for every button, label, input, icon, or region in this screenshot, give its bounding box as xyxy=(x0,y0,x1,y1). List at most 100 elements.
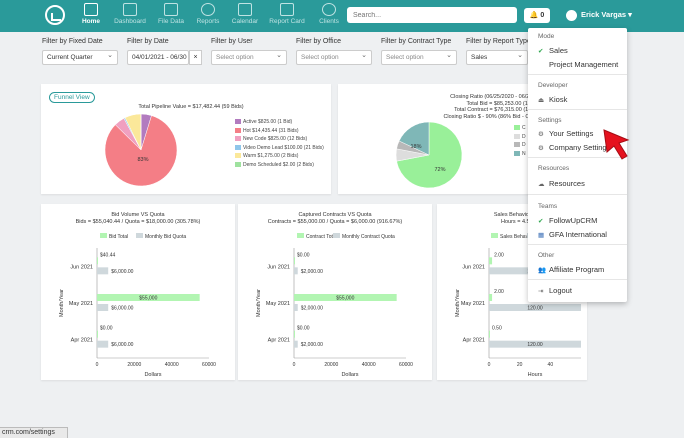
chart-title-line: Total Bid = $85,253.00 (136 Bids) xyxy=(466,100,549,107)
closing-ratio-card: Closing Ratio (06/25/2020 - 06/25/2021) T… xyxy=(338,84,548,194)
filter-contract-label: Filter by Contract Type xyxy=(381,38,452,45)
legend-swatch xyxy=(235,161,241,167)
menu-item-label: Project Management xyxy=(549,60,619,69)
legend-label: D xyxy=(522,133,526,140)
menu-item-logout[interactable]: ⇥ Logout xyxy=(538,286,572,295)
avatar xyxy=(566,9,577,21)
chart-title: Closing Ratio (06/25/2020 - 06/25/2021) T… xyxy=(398,94,548,120)
legend-swatch xyxy=(100,233,107,238)
menu-item-resources[interactable]: ☁ Resources xyxy=(538,179,585,188)
nav-label: File Data xyxy=(157,18,184,25)
x-tick-label: 60000 xyxy=(202,362,216,368)
legend-label: N xyxy=(522,150,526,157)
bar-label: $0.00 xyxy=(100,326,113,332)
legend-label: D xyxy=(522,142,526,148)
menu-item-affiliate-program[interactable]: 👥 Affiliate Program xyxy=(538,265,604,274)
pie-slice-label: 83% xyxy=(137,157,148,163)
bar-label: 2.00 xyxy=(494,289,504,295)
chart-title-line: Closing Ratio (06/25/2020 - 06/25/2021) xyxy=(450,94,548,100)
legend-item[interactable]: C xyxy=(514,124,526,133)
x-tick-label: 0 xyxy=(96,362,99,368)
pipeline-pie-chart: 83% xyxy=(105,114,177,186)
filter-user-select[interactable]: Select option xyxy=(211,50,287,65)
filter-fixed-date-select[interactable]: Current Quarter xyxy=(42,50,118,65)
filter-date-input[interactable]: 04/01/2021 - 06/30 xyxy=(127,50,189,65)
menu-item-kiosk[interactable]: ⏏ Kiosk xyxy=(538,95,567,104)
funnel-view-toggle[interactable]: Funnel View xyxy=(49,92,95,103)
chart-title: Bid Volume VS Quota xyxy=(111,212,165,218)
users-icon: 👥 xyxy=(538,267,547,274)
dashboard-icon xyxy=(123,3,137,16)
menu-item-followupcrm[interactable]: ✔ FollowUpCRM xyxy=(538,216,597,225)
legend-item[interactable]: Warm $1,275.00 (2 Bids) xyxy=(235,152,324,161)
menu-item-company-settings[interactable]: ⚙ Company Settings xyxy=(538,143,610,152)
bar xyxy=(97,294,200,301)
nav-clients[interactable]: Clients xyxy=(310,3,348,25)
bar xyxy=(294,257,295,265)
menu-item-gfa-international[interactable]: ▦ GFA International xyxy=(538,230,607,239)
filter-contract-select[interactable]: Select option xyxy=(381,50,457,65)
y-tick-label: May 2021 xyxy=(461,301,485,307)
filter-report-select[interactable]: Sales xyxy=(466,50,528,65)
menu-item-label: FollowUpCRM xyxy=(549,216,598,225)
menu-section-other: Other xyxy=(538,252,555,259)
red-arrow-cursor-icon xyxy=(603,129,630,160)
menu-item-label: Kiosk xyxy=(549,95,568,104)
menu-item-sales[interactable]: ✔ Sales xyxy=(538,46,568,55)
legend-label: Demo Scheduled $2.00 (2 Bids) xyxy=(243,161,314,168)
check-icon: ✔ xyxy=(538,218,544,225)
nav-reports[interactable]: Reports xyxy=(189,3,227,25)
legend-item[interactable]: Video Demo Lead $100.00 (21 Bids) xyxy=(235,144,324,153)
chart-title-line: Closing Ratio $ - 90% (86% Bid - Contrac… xyxy=(443,113,548,120)
bar xyxy=(489,340,581,348)
clear-date-button[interactable]: × xyxy=(189,50,202,65)
user-menu-toggle[interactable]: Erick Vargas ▾ xyxy=(566,7,632,23)
menu-item-label: Resources xyxy=(549,179,585,188)
bar-label: $2,000.00 xyxy=(301,306,323,312)
app-logo[interactable] xyxy=(45,5,65,25)
legend-item[interactable]: D xyxy=(514,141,526,150)
bar xyxy=(489,257,493,265)
legend-item[interactable]: Active $825.00 (1 Bid) xyxy=(235,118,324,127)
legend-swatch xyxy=(514,142,520,148)
menu-item-label: Your Settings xyxy=(549,129,594,138)
kiosk-icon: ⏏ xyxy=(538,97,545,104)
menu-section-resources: Resources xyxy=(538,165,570,172)
menu-item-project-management[interactable]: Project Management xyxy=(549,60,618,69)
nav-label: Clients xyxy=(319,18,339,25)
nav-home[interactable]: Home xyxy=(72,3,110,25)
notifications-button[interactable]: 🔔 0 xyxy=(524,8,550,23)
y-tick-label: Jun 2021 xyxy=(267,264,290,270)
nav-dashboard[interactable]: Dashboard xyxy=(111,3,149,25)
nav-report-card[interactable]: Report Card xyxy=(268,3,306,25)
bar xyxy=(294,340,298,348)
menu-section-settings: Settings xyxy=(538,117,562,124)
folder-icon xyxy=(164,3,178,16)
bar xyxy=(97,330,98,338)
y-axis-label: Month/Year xyxy=(59,289,65,317)
nav-calendar[interactable]: Calendar xyxy=(226,3,264,25)
search-input[interactable] xyxy=(347,7,517,23)
legend-swatch xyxy=(235,153,241,159)
filter-office-select[interactable]: Select option xyxy=(296,50,372,65)
bar-label: 0.50 xyxy=(492,326,502,332)
legend-swatch xyxy=(235,136,241,142)
menu-divider xyxy=(528,74,627,75)
bar-label: $0.00 xyxy=(297,252,310,258)
legend-item[interactable]: Hot $14,435.44 (31 Bids) xyxy=(235,127,324,136)
bar-label: $2,000.00 xyxy=(301,342,323,348)
nav-label: Home xyxy=(81,18,101,25)
nav-file-data[interactable]: File Data xyxy=(152,3,190,25)
menu-item-your-settings[interactable]: ⚙ Your Settings xyxy=(538,129,593,138)
nav-label: Dashboard xyxy=(114,18,146,25)
legend-item[interactable]: N xyxy=(514,150,526,159)
legend-swatch xyxy=(235,127,241,133)
filter-office-label: Filter by Office xyxy=(296,38,341,45)
bar xyxy=(489,304,581,311)
legend-item[interactable]: Demo Scheduled $2.00 (2 Bids) xyxy=(235,161,324,170)
legend-item[interactable]: New Code $825.00 (12 Bids) xyxy=(235,135,324,144)
bar-label: $6,000.00 xyxy=(111,342,133,348)
legend-item[interactable]: D xyxy=(514,133,526,142)
user-dropdown-menu: Mode ✔ Sales Project Management Developer… xyxy=(528,28,627,302)
calendar-icon xyxy=(238,3,252,16)
